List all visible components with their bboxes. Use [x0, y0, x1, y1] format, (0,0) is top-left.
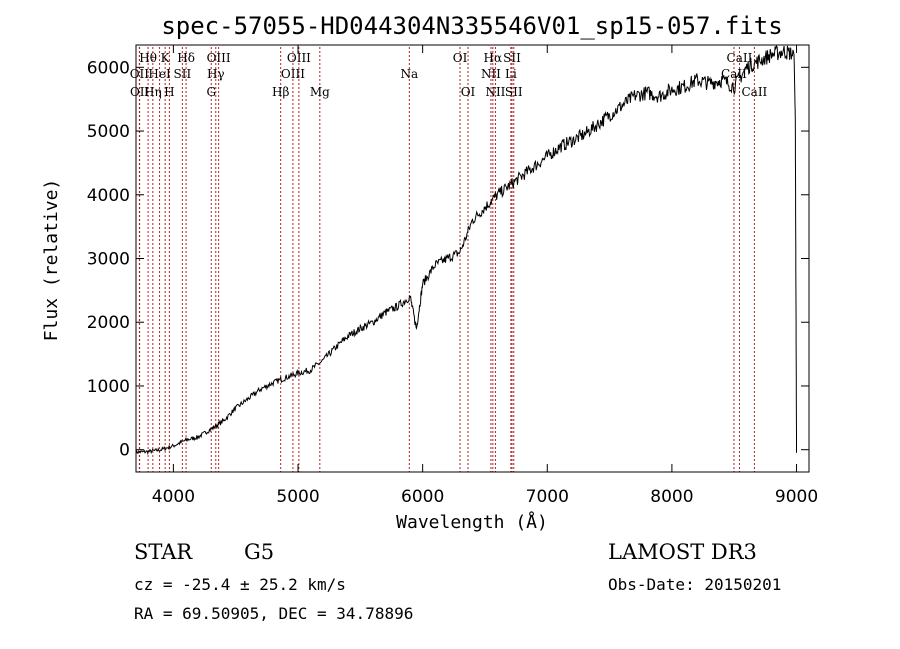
line-marker-label: Hθ	[139, 51, 157, 65]
line-marker-label: G	[206, 85, 216, 99]
x-tick-label: 6000	[401, 487, 444, 507]
line-marker-label: Li	[505, 67, 517, 81]
line-marker-label: SII	[505, 85, 523, 99]
line-marker-label: H	[164, 85, 174, 99]
y-tick-label: 1000	[87, 377, 130, 397]
line-marker-label: OIII	[287, 51, 311, 65]
y-tick-label: 2000	[87, 313, 130, 333]
y-axis-ticks: 0 1000 2000 3000 4000 5000 6000	[87, 58, 809, 461]
line-marker-label: CaII	[727, 51, 753, 65]
x-tick-label: 5000	[276, 487, 319, 507]
y-axis-label: Flux (relative)	[41, 179, 62, 342]
object-class: STAR	[134, 540, 193, 564]
line-marker-label: K	[161, 51, 171, 65]
line-marker-label: HeI	[148, 67, 171, 81]
line-marker-label: NII	[485, 85, 505, 99]
line-marker-label: NII	[481, 67, 501, 81]
line-marker-label: OII	[130, 67, 150, 81]
observation-date: Obs-Date: 20150201	[608, 575, 782, 594]
line-marker-label: Hα	[484, 51, 503, 65]
x-axis-ticks: 4000 5000 6000 7000 8000 9000	[152, 45, 818, 507]
y-tick-label: 0	[119, 441, 130, 461]
line-markers	[138, 47, 755, 472]
line-marker-label: OII	[130, 85, 150, 99]
y-tick-label: 3000	[87, 250, 130, 270]
object-subclass: G5	[244, 540, 275, 564]
coordinates: RA = 69.50905, DEC = 34.78896	[134, 604, 414, 623]
chart-title: spec-57055-HD044304N335546V01_sp15-057.f…	[161, 12, 782, 40]
x-tick-label: 4000	[152, 487, 195, 507]
line-marker-label: OIII	[207, 51, 231, 65]
plot-frame	[135, 44, 810, 473]
redshift-velocity: cz = -25.4 ± 25.2 km/s	[134, 575, 346, 594]
x-axis-label: Wavelength (Å)	[396, 511, 548, 533]
line-marker-label: OI	[453, 51, 468, 65]
y-tick-label: 6000	[87, 58, 130, 78]
survey-name: LAMOST DR3	[608, 540, 757, 564]
x-tick-label: 9000	[775, 487, 818, 507]
x-tick-label: 8000	[650, 487, 693, 507]
y-tick-label: 5000	[87, 122, 130, 142]
line-marker-label: CaII	[741, 85, 767, 99]
line-marker-label: Hγ	[207, 67, 225, 81]
line-marker-label: SII	[174, 67, 192, 81]
y-tick-label: 4000	[87, 186, 130, 206]
x-tick-label: 7000	[526, 487, 569, 507]
line-marker-label: Hδ	[177, 51, 195, 65]
spectrum-series-line	[135, 44, 797, 456]
line-marker-label: Hη	[144, 85, 162, 99]
line-marker-label: SII	[503, 51, 521, 65]
line-marker-label: Mg	[310, 85, 330, 99]
line-marker-label: OIII	[281, 67, 305, 81]
line-marker-label: Na	[400, 67, 418, 81]
line-marker-label: Hβ	[272, 85, 289, 99]
line-marker-label: OI	[461, 85, 476, 99]
